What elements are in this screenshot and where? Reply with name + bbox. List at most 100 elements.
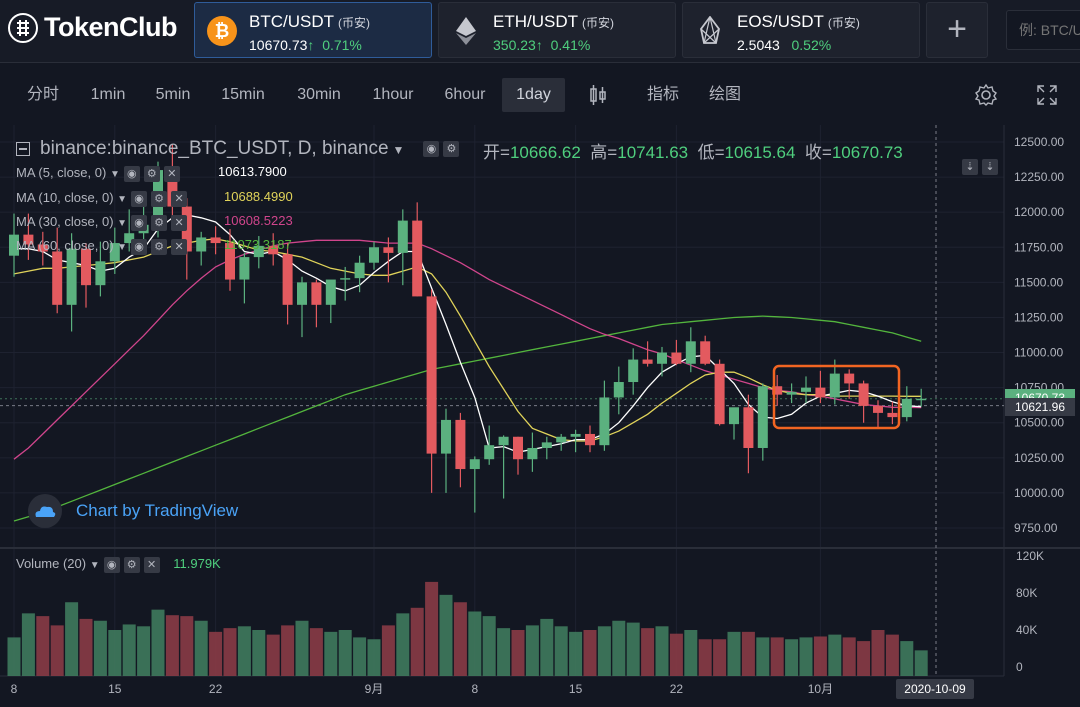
interval-button[interactable]: 1hour [372,86,414,103]
volume-bar [137,626,151,676]
fullscreen-icon[interactable] [1032,78,1062,112]
close-icon[interactable]: ✕ [171,238,188,255]
ticker-eos-usdt[interactable]: EOS/USDT (币安) 2.5043 0.52% [682,2,920,58]
volume-legend[interactable]: Volume (20) ▼ ◉ ⚙ ✕ 11.979K [16,556,221,573]
interval-button[interactable]: 5min [155,86,191,103]
candle [801,376,811,404]
candle-body [642,359,653,364]
gear-icon[interactable]: ⚙ [123,556,140,573]
close-icon[interactable]: ✕ [171,214,188,231]
chevron-down-icon: ▼ [117,194,128,205]
interval-button-selected[interactable]: 1day [502,78,565,112]
candle [441,408,451,493]
candle-body [599,397,610,446]
candle-body [786,391,797,395]
ticker-price: 350.23 [493,37,536,53]
candle [772,375,783,406]
volume-bar [857,641,871,676]
candle-body [297,282,307,305]
brand-logo[interactable]: TokenClub [8,12,178,43]
price-tick-label: 11000.00 [1014,346,1063,360]
add-ticker-button[interactable]: + [926,2,988,58]
ticker-exchange: (币安) [582,16,614,30]
candle [239,252,250,304]
ma-legend-row[interactable]: MA (30, close, 0) ▼ ◉ ⚙ ✕ [16,213,188,231]
candle-type-icon[interactable] [583,78,613,112]
symbol-title[interactable]: binance:binance_BTC_USDT, D, binance [40,138,389,159]
volume-bar [21,613,35,676]
candlesticks [9,144,927,513]
candle-body [340,278,351,280]
close-label: 收= [804,143,832,162]
gear-icon[interactable]: ⚙ [151,214,168,231]
ticker-eth-usdt[interactable]: ETH/USDT (币安) 350.23↑ 0.41% [438,2,676,58]
candle [9,213,19,277]
ticker-btc-usdt[interactable]: ₿ BTC/USDT (币安) 10670.73↑ 0.71% [194,2,432,58]
eye-icon[interactable]: ◉ [131,238,148,255]
time-tick-label: 22 [209,682,223,696]
time-tick-label: 9月 [365,682,384,696]
interval-button[interactable]: 6hour [444,86,486,103]
ma-legend-row[interactable]: MA (5, close, 0) ▼ ◉ ⚙ ✕ [16,164,180,182]
volume-bar [655,626,669,676]
ma-legend-row[interactable]: MA (60, close, 0) ▼ ◉ ⚙ ✕ [16,237,188,255]
eye-icon[interactable]: ◉ [131,190,148,207]
price-tick-label: 12250.00 [1014,170,1064,184]
collapse-icon[interactable] [16,142,30,157]
arrow-down-icon[interactable]: ⇣ [982,158,998,175]
volume-bar [108,630,122,676]
candle [455,412,466,488]
interval-button[interactable]: 分时 [26,86,59,103]
ethereum-icon [451,16,481,46]
time-tick-label: 15 [569,682,583,696]
candle-body [426,296,437,454]
price-chart[interactable]: 12500.00 12250.00 12000.00 11750.00 11500.00… [0,125,1080,707]
search-input[interactable] [1006,10,1080,50]
close-icon[interactable]: ✕ [163,165,180,182]
price-tick-label: 11500.00 [1014,275,1063,289]
scroll-down-icons[interactable]: ⇣ ⇣ [962,158,998,176]
top-bar: TokenClub ₿ BTC/USDT (币安) 10670.73↑ 0.71%… [0,0,1080,63]
candle [253,236,264,269]
close-icon[interactable]: ✕ [143,556,160,573]
ticker-exchange: (币安) [827,16,860,30]
candle [815,370,826,404]
indicators-button[interactable]: 指标 [646,86,679,103]
candle-body [23,234,34,245]
ma-label: MA (30, close, 0) [16,214,114,229]
gear-icon[interactable]: ⚙ [143,165,160,182]
tradingview-watermark[interactable]: Chart by TradingView [28,494,238,528]
eye-icon[interactable]: ◉ [103,556,120,573]
volume-bar [453,602,467,676]
eye-icon[interactable]: ◉ [123,165,140,182]
candle [685,327,696,373]
time-tick-label: 15 [108,682,122,696]
eye-icon[interactable]: ◉ [423,141,440,158]
volume-bar [223,628,237,676]
ma60-value: 11073.3187 [224,237,292,252]
candle [268,233,279,266]
volume-bar [194,620,208,676]
ma-legend-row[interactable]: MA (10, close, 0) ▼ ◉ ⚙ ✕ [16,189,188,207]
crosshair-date-tag: 2020-10-09 [896,679,974,699]
volume-bar [180,616,194,676]
volume-tick-label: 0 [1016,660,1023,674]
time-tick-label: 8 [11,682,18,696]
close-icon[interactable]: ✕ [171,190,188,207]
settings-gear-icon[interactable] [970,78,1002,112]
gear-icon[interactable]: ⚙ [151,190,168,207]
interval-button[interactable]: 15min [221,86,265,103]
volume-bar [569,631,583,676]
volume-bar [209,631,223,676]
interval-button[interactable]: 30min [297,86,341,103]
arrow-down-icon[interactable]: ⇣ [962,158,978,175]
interval-button[interactable]: 1min [90,86,126,103]
chevron-down-icon[interactable]: ▼ [392,143,405,157]
gear-icon[interactable]: ⚙ [151,238,168,255]
draw-button[interactable]: 绘图 [708,86,741,103]
candle [858,380,869,423]
gear-icon[interactable]: ⚙ [443,141,460,158]
candle-body [743,407,754,448]
volume-bar [669,633,683,676]
eye-icon[interactable]: ◉ [131,214,148,231]
